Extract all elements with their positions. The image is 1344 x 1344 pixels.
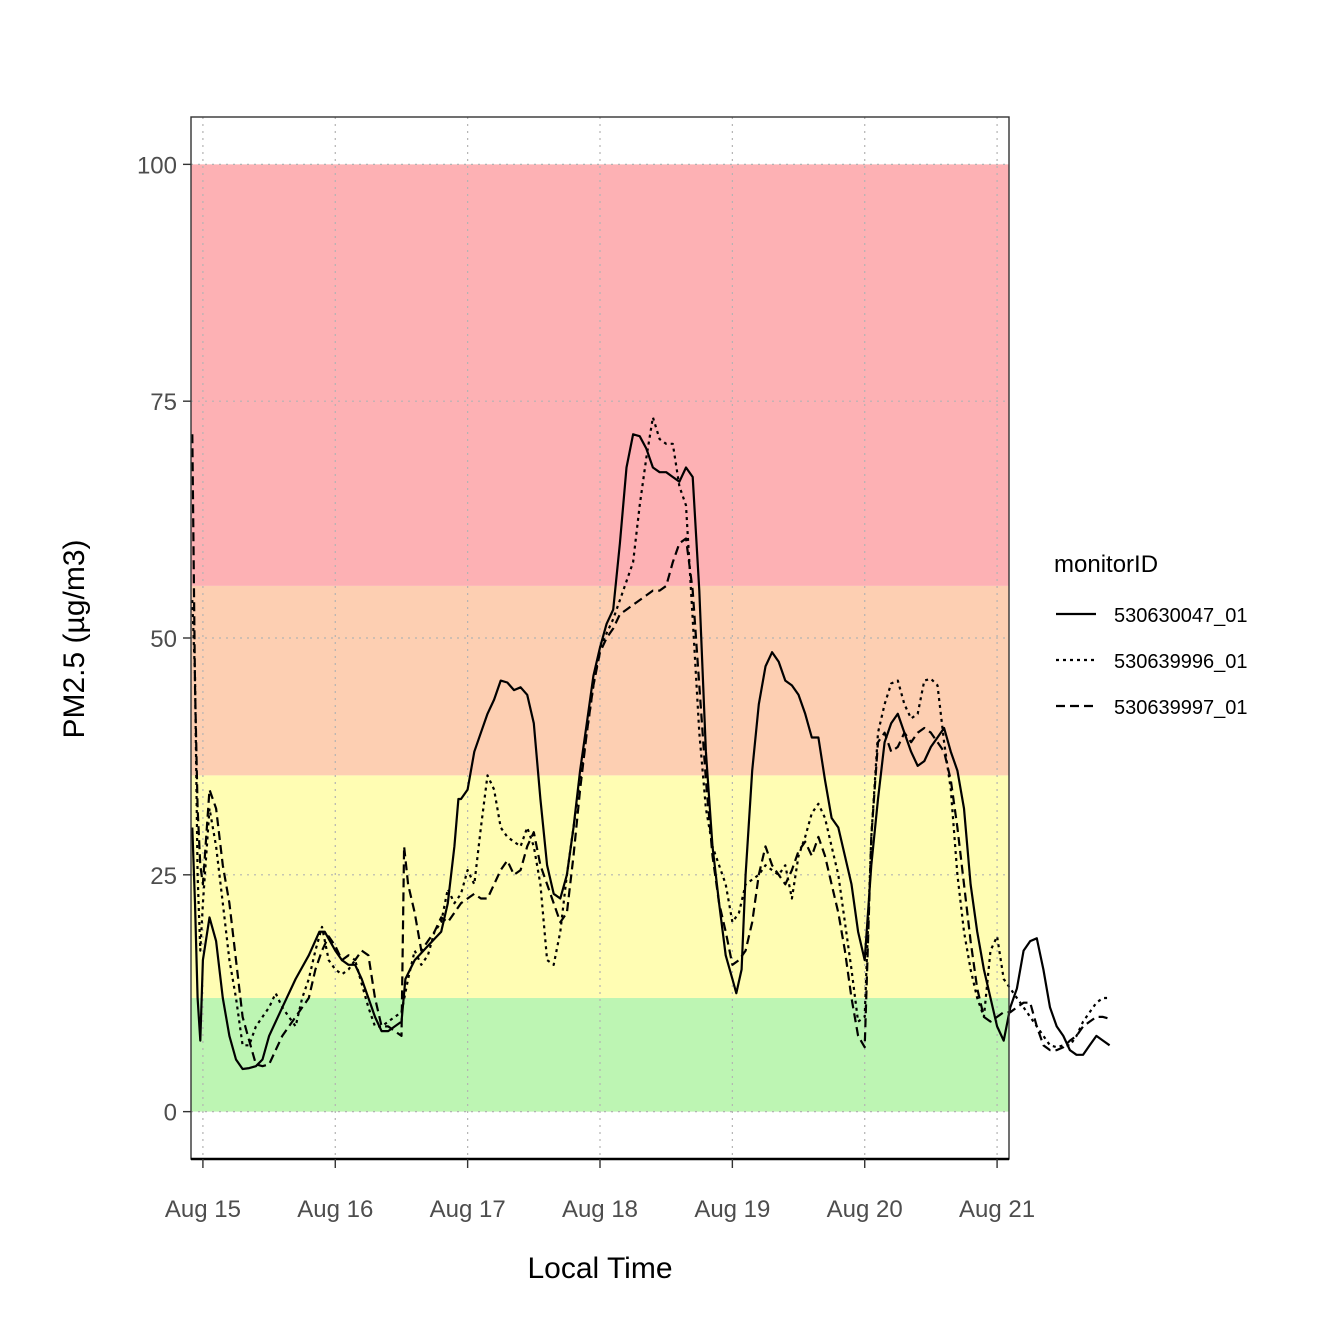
legend-title: monitorID: [1054, 551, 1158, 578]
y-tick-label: 75: [150, 389, 177, 416]
aqi-band-2: [191, 585, 1009, 776]
legend-label: 530630047_01: [1114, 605, 1247, 627]
x-axis-title: Local Time: [527, 1252, 672, 1285]
x-tick-label: Aug 20: [827, 1196, 903, 1223]
x-tick-label: Aug 15: [165, 1196, 241, 1223]
x-tick-label: Aug 21: [959, 1196, 1035, 1223]
series-line-530639996_01: [191, 416, 1110, 1049]
x-tick-label: Aug 18: [562, 1196, 638, 1223]
series-line-530639997_01: [191, 434, 1110, 1068]
series-line-530630047_01: [191, 433, 1111, 1071]
x-tick-label: Aug 17: [430, 1196, 506, 1223]
legend-label: 530639996_01: [1114, 651, 1247, 673]
aqi-bands: [191, 164, 1009, 1112]
aqi-band-0: [191, 997, 1009, 1112]
aqi-band-3: [191, 164, 1009, 586]
y-axis-title: PM2.5 (µg/m3): [58, 540, 91, 739]
x-axis: Aug 15 Aug 16 Aug 17 Aug 18 Aug 19 Aug 20 Aug …: [165, 1157, 1035, 1223]
x-tick-label: Aug 19: [694, 1196, 770, 1223]
y-axis: 0 25 50 75 100: [137, 152, 191, 1127]
legend-label: 530639997_01: [1114, 697, 1247, 719]
y-tick-label: 25: [150, 863, 177, 890]
y-tick-label: 50: [150, 626, 177, 653]
x-tick-label: Aug 16: [297, 1196, 373, 1223]
legend: monitorID 530630047_01 530639996_01 530639…: [1054, 551, 1247, 719]
y-tick-label: 0: [164, 1100, 177, 1127]
series-lines: [191, 416, 1111, 1071]
y-tick-label: 100: [137, 152, 177, 179]
